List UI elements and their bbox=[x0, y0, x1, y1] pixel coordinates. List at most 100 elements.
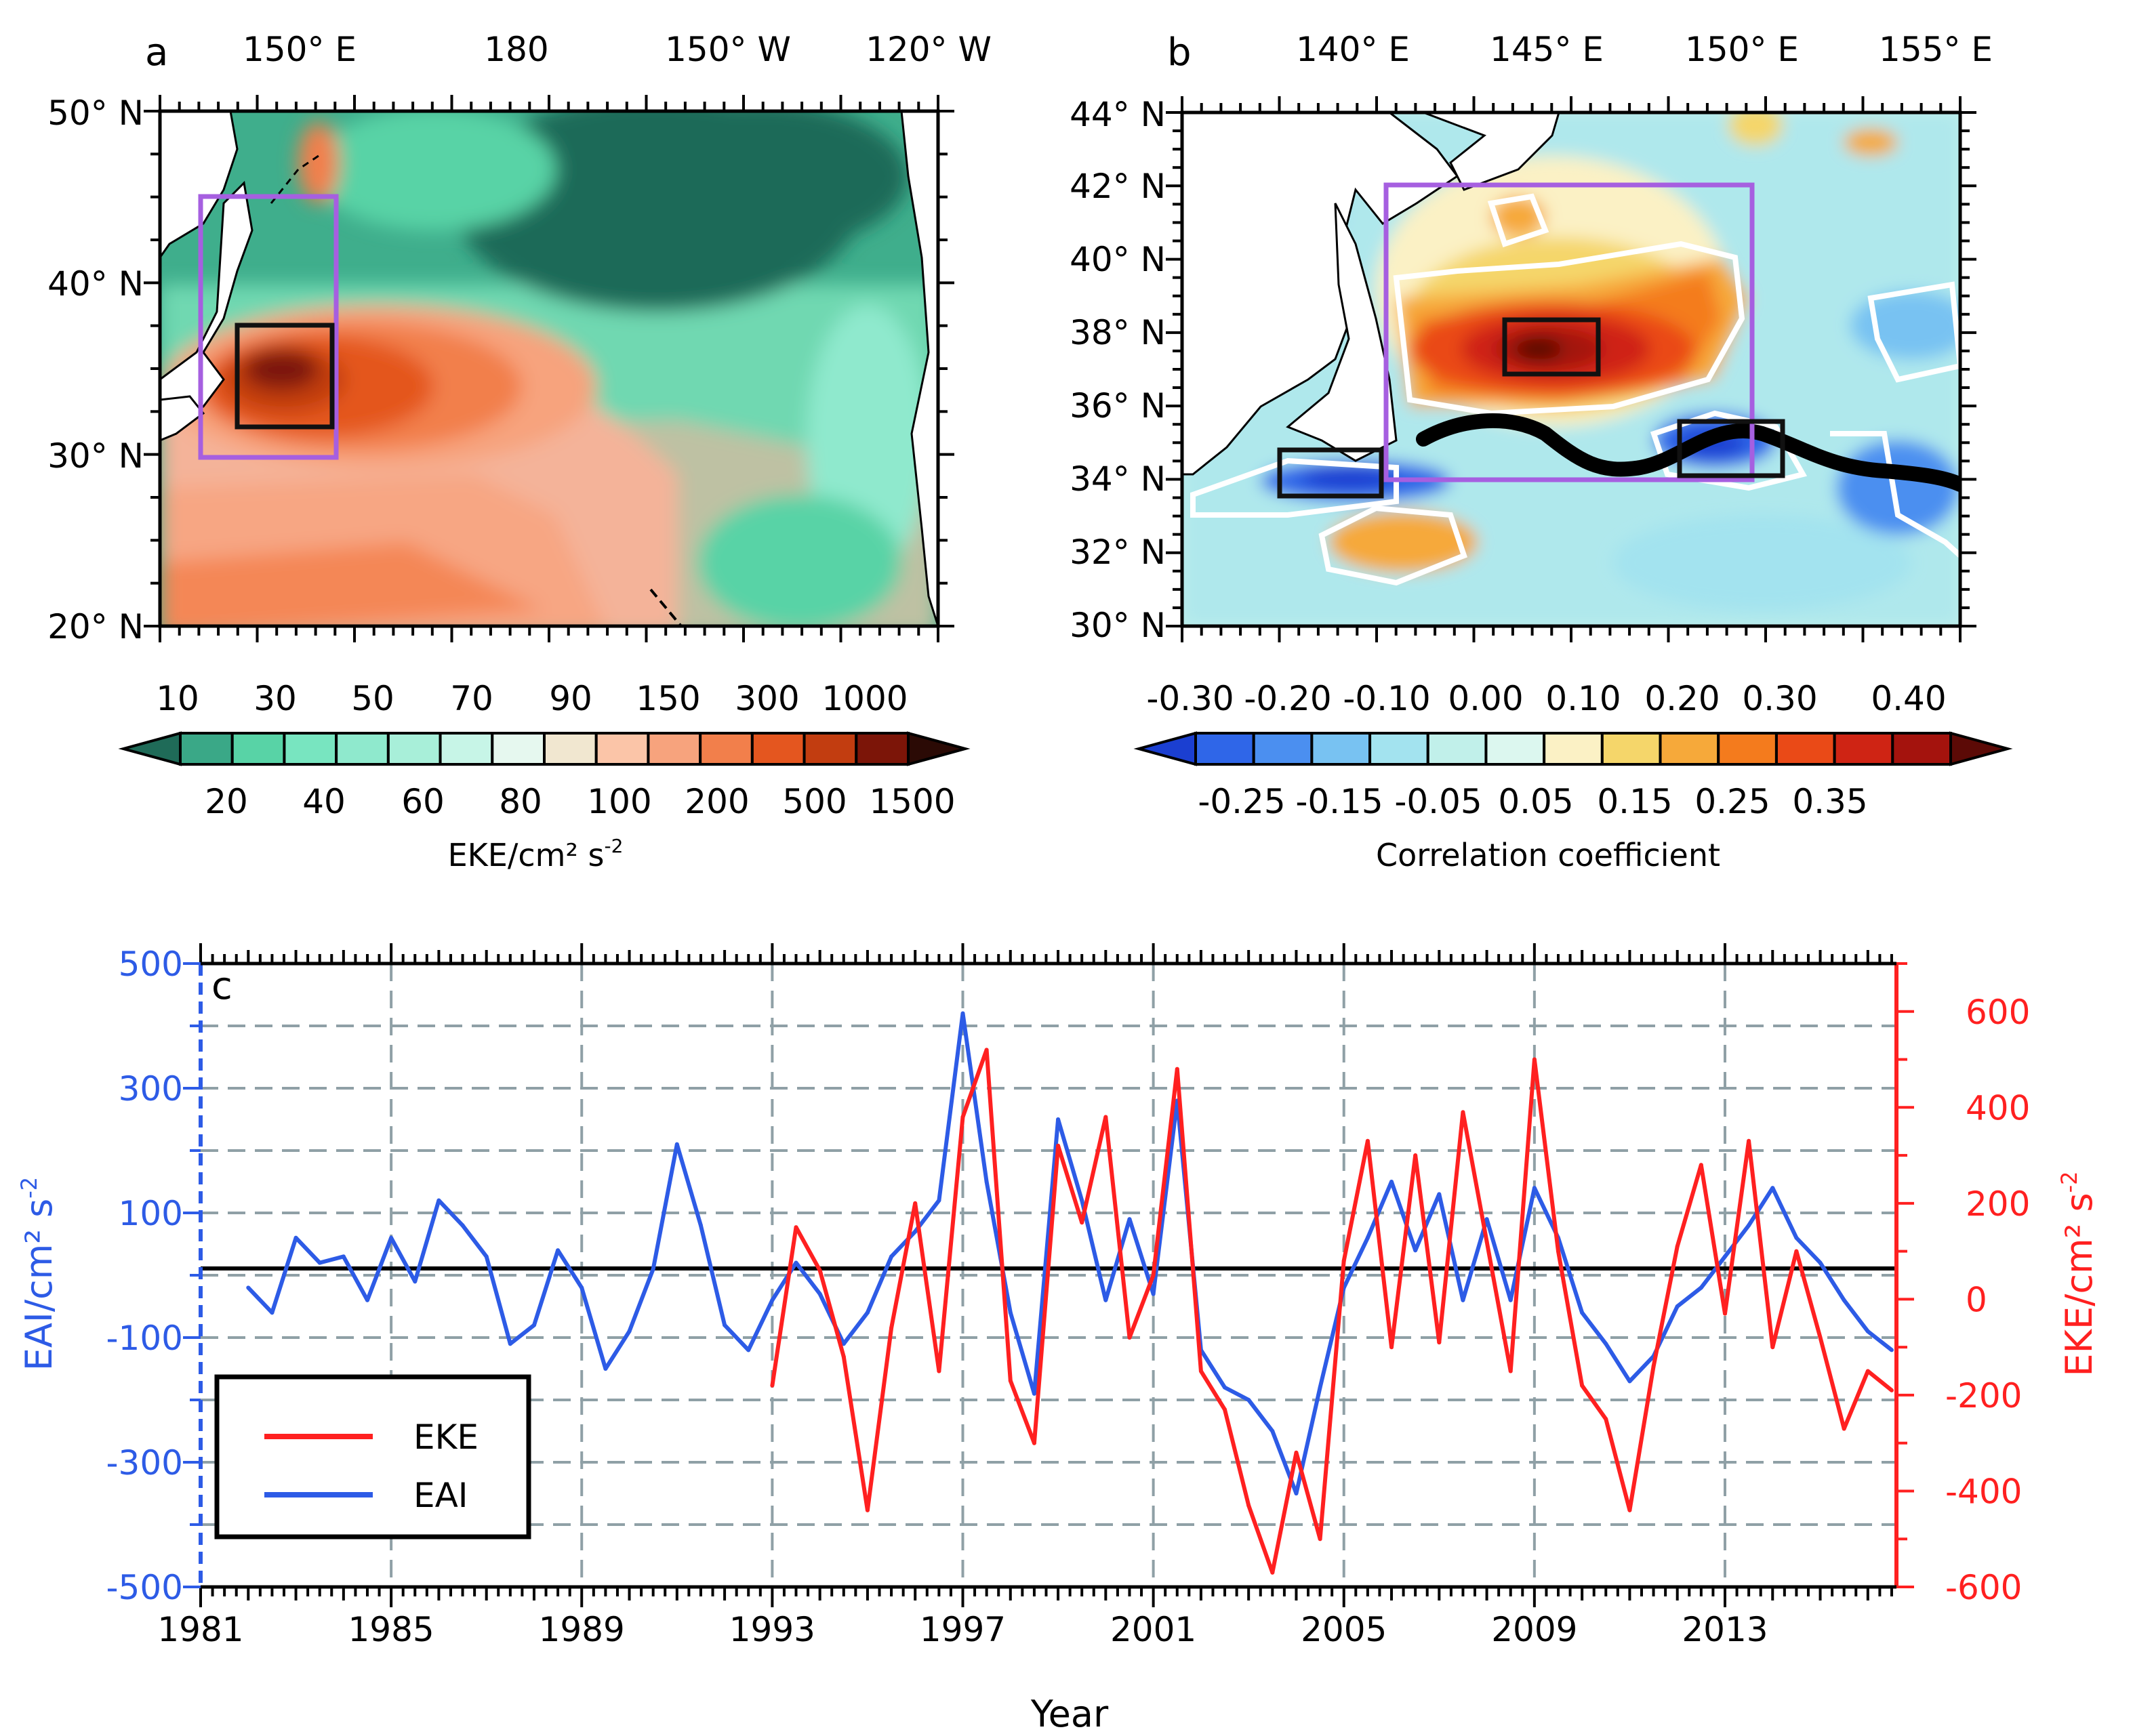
data-point-eke bbox=[1318, 1537, 1322, 1542]
data-point-eai bbox=[508, 1342, 512, 1346]
data-point-eai bbox=[1270, 1429, 1275, 1433]
colorbar-cell bbox=[647, 732, 702, 766]
cbar-b-top-label: 0.10 bbox=[1545, 679, 1621, 718]
panel-b-left-tick: 34° N bbox=[1070, 459, 1166, 499]
data-point-eke bbox=[1508, 1369, 1513, 1373]
data-point-eai bbox=[627, 1329, 632, 1334]
cbar-b-top-label: -0.20 bbox=[1244, 679, 1331, 718]
data-point-eai bbox=[1127, 1217, 1132, 1222]
data-point-eke bbox=[1389, 1345, 1394, 1350]
panel-a-left-tick-labels: 50° N 40° N 30° N 20° N bbox=[47, 94, 144, 646]
data-point-eai bbox=[484, 1254, 489, 1259]
colorbar-extension-low bbox=[118, 731, 182, 766]
series-line-eke bbox=[770, 1048, 1893, 1575]
panel-b-minor-ticks bbox=[1166, 96, 1976, 642]
data-point-eke bbox=[1294, 1450, 1299, 1455]
data-point-eke bbox=[1103, 1115, 1108, 1119]
data-point-eke bbox=[1175, 1067, 1179, 1071]
data-point-eke bbox=[1056, 1143, 1061, 1148]
cbar-a-bottom-label: 200 bbox=[685, 782, 749, 821]
panel-b-top-tick: 150° E bbox=[1685, 30, 1799, 69]
cbar-b-top-label: 0.00 bbox=[1448, 679, 1523, 718]
panel-a-top-tick-labels: 150° E 180 150° W 120° W bbox=[243, 30, 992, 69]
panel-b-purple-box bbox=[1383, 182, 1755, 482]
data-point-eai bbox=[1461, 1298, 1465, 1302]
panel-c: c 1981 1985 1989 1993 1997 2001 2005 2009 2013 5… bbox=[16, 943, 2100, 1735]
cbar-b-top-label: 0.20 bbox=[1644, 679, 1720, 718]
panel-a-colorbar-title: EKE/cm² s-2 bbox=[448, 835, 624, 873]
panel-a-label: a bbox=[145, 30, 168, 75]
panel-c-series bbox=[246, 1011, 1894, 1575]
data-point-eai bbox=[1794, 1235, 1799, 1240]
c-left-ylabel-sup: -2 bbox=[16, 1177, 42, 1199]
panel-a-purple-box bbox=[198, 194, 339, 460]
panel-b-left-tick: 30° N bbox=[1070, 606, 1166, 645]
colorbar-cell bbox=[283, 732, 338, 766]
data-point-eai bbox=[723, 1323, 727, 1327]
panel-a-left-tick: 40° N bbox=[47, 264, 144, 304]
x-tick-label: 2009 bbox=[1491, 1610, 1577, 1649]
data-point-eke bbox=[1818, 1336, 1823, 1340]
panel-a-top-tick: 180 bbox=[484, 30, 548, 69]
colorbar-cell bbox=[230, 732, 286, 766]
data-point-eai bbox=[556, 1248, 561, 1253]
data-point-eai bbox=[365, 1298, 369, 1302]
panel-b-colorbar-bottom-labels: -0.25 -0.15 -0.05 0.05 0.15 0.25 0.35 bbox=[1198, 782, 1867, 821]
data-point-eke bbox=[913, 1201, 918, 1205]
cbar-a-bottom-label: 500 bbox=[782, 782, 847, 821]
panel-c-left-tick-labels: 500 300 100 -100 -300 -500 bbox=[106, 945, 183, 1607]
panel-b-left-tick: 32° N bbox=[1070, 533, 1166, 572]
data-point-eke bbox=[1032, 1441, 1036, 1445]
colorbar-cell bbox=[594, 732, 650, 766]
panel-b-top-tick-labels: 140° E 145° E 150° E 155° E bbox=[1296, 30, 1993, 69]
colorbar-cell bbox=[750, 732, 806, 766]
data-point-eai bbox=[460, 1223, 465, 1228]
data-point-eke bbox=[1889, 1388, 1894, 1392]
legend-box bbox=[214, 1374, 531, 1539]
panel-b-top-tick: 145° E bbox=[1490, 30, 1604, 69]
data-point-eai bbox=[698, 1223, 703, 1228]
data-point-eai bbox=[1056, 1117, 1061, 1121]
cbar-a-bottom-label: 40 bbox=[302, 782, 346, 821]
cbar-a-title-sup: -2 bbox=[605, 835, 624, 857]
colorbar-cell bbox=[1833, 732, 1894, 766]
panel-c-label: c bbox=[211, 964, 232, 1008]
data-point-eai bbox=[270, 1310, 275, 1315]
x-tick-label: 2013 bbox=[1682, 1610, 1768, 1649]
colorbar-cell bbox=[1194, 732, 1255, 766]
panel-a-black-box bbox=[235, 323, 335, 430]
colorbar-cell bbox=[1252, 732, 1314, 766]
colorbar-cell bbox=[335, 732, 390, 766]
cbar-b-bottom-label: 0.15 bbox=[1597, 782, 1672, 821]
data-point-eke bbox=[1675, 1244, 1680, 1249]
data-point-eke bbox=[1151, 1273, 1156, 1277]
y-left-tick-label: -300 bbox=[106, 1443, 183, 1483]
y-right-tick-label: 600 bbox=[1966, 993, 2030, 1032]
colorbar-cell bbox=[439, 732, 494, 766]
colorbar-cell bbox=[855, 732, 910, 766]
data-point-eai bbox=[889, 1254, 894, 1259]
data-point-eai bbox=[1508, 1298, 1513, 1302]
panel-a-top-tick: 150° W bbox=[665, 30, 791, 69]
y-left-tick-label: 100 bbox=[119, 1194, 183, 1233]
panel-b-colorbar-top-labels: -0.30 -0.20 -0.10 0.00 0.10 0.20 0.30 0.… bbox=[1146, 679, 1946, 718]
data-point-eke bbox=[1580, 1383, 1585, 1388]
data-point-eke bbox=[1651, 1364, 1656, 1369]
data-point-eai bbox=[389, 1235, 394, 1240]
panel-b-top-tick: 140° E bbox=[1296, 30, 1410, 69]
panel-a-colorbar bbox=[118, 731, 971, 766]
data-point-eai bbox=[674, 1142, 679, 1146]
data-point-eke bbox=[1699, 1163, 1703, 1167]
cbar-a-top-label: 300 bbox=[735, 679, 799, 718]
data-point-eai bbox=[817, 1291, 822, 1296]
panel-a-left-tick: 50° N bbox=[47, 94, 144, 133]
colorbar-extension-low bbox=[1133, 731, 1197, 766]
data-point-eke bbox=[984, 1048, 989, 1052]
panel-c-left-ylabel: EAI/cm² s-2 bbox=[16, 1177, 60, 1371]
data-point-eai bbox=[1889, 1348, 1894, 1352]
colorbar-cell bbox=[1310, 732, 1372, 766]
colorbar-cell bbox=[1774, 732, 1836, 766]
data-point-eai bbox=[1413, 1248, 1418, 1253]
x-tick-label: 1985 bbox=[348, 1610, 434, 1649]
data-point-eke bbox=[1127, 1336, 1132, 1340]
